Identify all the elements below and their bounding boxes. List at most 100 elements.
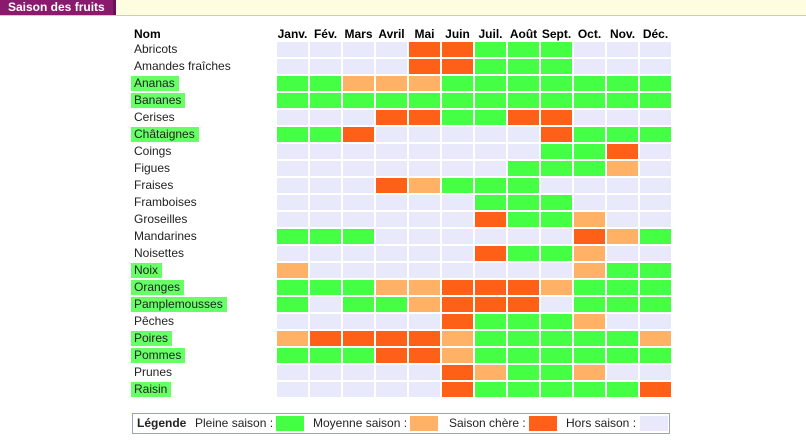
season-cell bbox=[442, 314, 473, 329]
month-header: Août bbox=[509, 27, 538, 41]
season-cell bbox=[607, 382, 638, 397]
season-cell bbox=[475, 314, 506, 329]
season-cell bbox=[541, 144, 572, 159]
season-cell bbox=[376, 178, 407, 193]
season-cell bbox=[640, 280, 671, 295]
season-cell bbox=[409, 297, 440, 312]
season-cell bbox=[343, 297, 374, 312]
legend-label: Moyenne saison : bbox=[313, 416, 408, 430]
season-cell bbox=[277, 144, 308, 159]
season-cell bbox=[310, 195, 341, 210]
season-cell bbox=[442, 348, 473, 363]
season-cell bbox=[574, 59, 605, 74]
season-cell bbox=[376, 314, 407, 329]
season-cell bbox=[277, 382, 308, 397]
legend: Légende Pleine saison : Moyenne saison : S… bbox=[132, 413, 670, 434]
season-cell bbox=[409, 212, 440, 227]
season-cell bbox=[277, 59, 308, 74]
season-cell bbox=[475, 348, 506, 363]
season-cell bbox=[475, 127, 506, 142]
season-cell bbox=[343, 42, 374, 57]
season-cell bbox=[376, 331, 407, 346]
season-cell bbox=[277, 42, 308, 57]
season-cell bbox=[640, 195, 671, 210]
season-cell bbox=[640, 348, 671, 363]
season-cell bbox=[574, 246, 605, 261]
season-cell bbox=[508, 246, 539, 261]
season-cell bbox=[343, 212, 374, 227]
season-cell bbox=[343, 59, 374, 74]
season-cell bbox=[574, 127, 605, 142]
season-cell bbox=[277, 76, 308, 91]
fruit-name: Noix bbox=[131, 263, 163, 278]
season-cell bbox=[442, 263, 473, 278]
season-cell bbox=[574, 382, 605, 397]
season-cell bbox=[376, 212, 407, 227]
season-cell bbox=[409, 263, 440, 278]
season-cell bbox=[409, 195, 440, 210]
season-cell bbox=[310, 161, 341, 176]
season-cell bbox=[640, 127, 671, 142]
month-header: Avril bbox=[378, 27, 405, 41]
season-cell bbox=[541, 246, 572, 261]
season-cell bbox=[442, 297, 473, 312]
season-cell bbox=[277, 331, 308, 346]
season-cell bbox=[310, 365, 341, 380]
season-cell bbox=[640, 365, 671, 380]
season-cell bbox=[541, 263, 572, 278]
season-cell bbox=[343, 348, 374, 363]
season-cell bbox=[343, 365, 374, 380]
season-cell bbox=[607, 195, 638, 210]
season-cell bbox=[541, 348, 572, 363]
season-cell bbox=[409, 110, 440, 125]
season-cell bbox=[574, 348, 605, 363]
season-cell bbox=[343, 178, 374, 193]
season-cell bbox=[343, 127, 374, 142]
season-cell bbox=[508, 110, 539, 125]
season-cell bbox=[277, 178, 308, 193]
season-cell bbox=[607, 365, 638, 380]
season-cell bbox=[475, 76, 506, 91]
season-cell bbox=[442, 178, 473, 193]
season-cell bbox=[310, 178, 341, 193]
season-cell bbox=[277, 110, 308, 125]
season-cell bbox=[640, 263, 671, 278]
season-cell bbox=[607, 144, 638, 159]
season-cell bbox=[376, 76, 407, 91]
season-cell bbox=[409, 348, 440, 363]
section-tab[interactable]: Saison des fruits bbox=[0, 0, 116, 15]
season-cell bbox=[475, 178, 506, 193]
fruit-name: Bananes bbox=[131, 93, 186, 108]
season-cell bbox=[508, 76, 539, 91]
season-cell bbox=[376, 195, 407, 210]
season-cell bbox=[541, 229, 572, 244]
season-cell bbox=[310, 110, 341, 125]
season-cell bbox=[508, 382, 539, 397]
season-cell bbox=[607, 331, 638, 346]
month-header: Juin bbox=[445, 27, 470, 41]
season-cell bbox=[508, 42, 539, 57]
season-cell bbox=[343, 161, 374, 176]
fruit-name: Groseilles bbox=[134, 212, 188, 226]
season-cell bbox=[343, 110, 374, 125]
month-header: Mars bbox=[344, 27, 373, 41]
season-cell bbox=[640, 229, 671, 244]
season-cell bbox=[409, 280, 440, 295]
season-cell bbox=[277, 127, 308, 142]
season-cell bbox=[508, 314, 539, 329]
fruit-name: Figues bbox=[134, 161, 171, 175]
season-cell bbox=[574, 161, 605, 176]
season-cell bbox=[343, 280, 374, 295]
season-cell bbox=[574, 280, 605, 295]
season-cell bbox=[343, 246, 374, 261]
fruit-name: Framboises bbox=[134, 195, 197, 209]
fruit-name: Pommes bbox=[131, 348, 186, 363]
season-cell bbox=[508, 195, 539, 210]
season-cell bbox=[574, 110, 605, 125]
season-cell bbox=[310, 348, 341, 363]
legend-swatch bbox=[410, 416, 438, 431]
season-cell bbox=[310, 314, 341, 329]
season-cell bbox=[541, 297, 572, 312]
season-cell bbox=[640, 59, 671, 74]
season-cell bbox=[607, 263, 638, 278]
